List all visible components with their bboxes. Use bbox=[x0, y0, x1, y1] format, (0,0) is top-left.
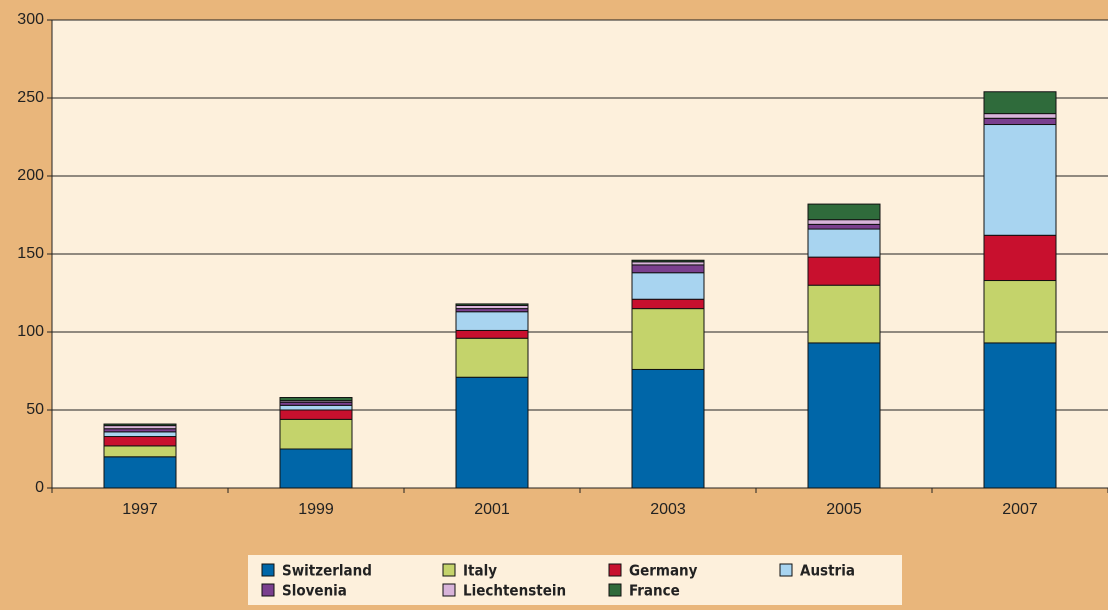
legend bbox=[248, 555, 902, 605]
bar-segment bbox=[983, 113, 1057, 119]
bar-segment bbox=[807, 223, 881, 230]
legend-swatch bbox=[442, 563, 456, 577]
legend-swatch bbox=[261, 563, 275, 577]
legend-label: Switzerland bbox=[282, 562, 372, 580]
legend-swatch bbox=[442, 583, 456, 597]
x-tick-label: 2005 bbox=[826, 501, 862, 518]
bar-segment bbox=[279, 397, 353, 402]
bar-segment bbox=[631, 308, 705, 370]
legend-swatch bbox=[608, 583, 622, 597]
y-tick-label: 50 bbox=[26, 401, 44, 418]
y-tick-label: 300 bbox=[17, 11, 44, 28]
bar-segment bbox=[631, 298, 705, 310]
bar-segment bbox=[807, 219, 881, 225]
bar-segment bbox=[631, 368, 705, 489]
x-tick-label: 1997 bbox=[122, 501, 158, 518]
bar-segment bbox=[103, 456, 177, 489]
bar-segment bbox=[983, 124, 1057, 236]
bar-segment bbox=[807, 256, 881, 286]
bar-segment bbox=[103, 423, 177, 427]
legend-label: Germany bbox=[629, 562, 698, 580]
bar-segment bbox=[455, 376, 529, 489]
x-tick-label: 2007 bbox=[1002, 501, 1038, 518]
bar-segment bbox=[279, 418, 353, 450]
bar-segment bbox=[983, 234, 1057, 282]
x-tick-label: 1999 bbox=[298, 501, 334, 518]
bar-segment bbox=[279, 404, 353, 411]
y-tick-label: 200 bbox=[17, 167, 44, 184]
x-tick-label: 2001 bbox=[474, 501, 510, 518]
bar-segment bbox=[455, 329, 529, 339]
bar-segment bbox=[455, 337, 529, 378]
legend-swatch bbox=[261, 583, 275, 597]
bar-segment bbox=[631, 259, 705, 263]
y-tick-label: 250 bbox=[17, 89, 44, 106]
bar-segment bbox=[103, 436, 177, 447]
bar-segment bbox=[103, 445, 177, 458]
x-tick-label: 2003 bbox=[650, 501, 686, 518]
bar-segment bbox=[631, 272, 705, 300]
legend-label: Austria bbox=[800, 562, 855, 580]
bar-segment bbox=[631, 264, 705, 274]
y-tick-label: 150 bbox=[17, 245, 44, 262]
y-tick-label: 100 bbox=[17, 323, 44, 340]
legend-label: Italy bbox=[463, 562, 497, 580]
bar-segment bbox=[983, 280, 1057, 344]
bar-segment bbox=[103, 431, 177, 438]
legend-label: Slovenia bbox=[282, 582, 347, 600]
bar-segment bbox=[807, 228, 881, 258]
bar-segment bbox=[455, 303, 529, 306]
bar-segment bbox=[983, 91, 1057, 115]
y-tick-label: 0 bbox=[35, 479, 44, 496]
legend-swatch bbox=[779, 563, 793, 577]
bar-segment bbox=[807, 284, 881, 344]
legend-swatch bbox=[608, 563, 622, 577]
bar-segment bbox=[983, 117, 1057, 126]
bar-segment bbox=[279, 448, 353, 489]
bar-segment bbox=[279, 409, 353, 420]
bar-segment bbox=[807, 342, 881, 489]
legend-label: France bbox=[629, 582, 680, 600]
legend-label: Liechtenstein bbox=[463, 582, 566, 600]
bar-segment bbox=[455, 311, 529, 331]
bar-segment bbox=[807, 203, 881, 221]
bar-segment bbox=[983, 342, 1057, 489]
